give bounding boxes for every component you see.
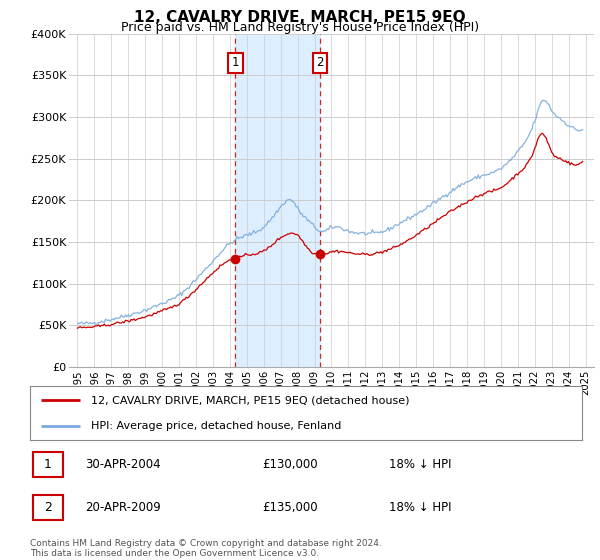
Text: 12, CAVALRY DRIVE, MARCH, PE15 9EQ (detached house): 12, CAVALRY DRIVE, MARCH, PE15 9EQ (deta… xyxy=(91,395,409,405)
Text: 1: 1 xyxy=(232,56,239,69)
Text: 18% ↓ HPI: 18% ↓ HPI xyxy=(389,458,451,471)
Text: 12, CAVALRY DRIVE, MARCH, PE15 9EQ: 12, CAVALRY DRIVE, MARCH, PE15 9EQ xyxy=(134,10,466,25)
Text: Contains HM Land Registry data © Crown copyright and database right 2024.
This d: Contains HM Land Registry data © Crown c… xyxy=(30,539,382,558)
Text: £135,000: £135,000 xyxy=(262,501,317,514)
Bar xyxy=(235,34,320,367)
Text: 18% ↓ HPI: 18% ↓ HPI xyxy=(389,501,451,514)
Text: HPI: Average price, detached house, Fenland: HPI: Average price, detached house, Fenl… xyxy=(91,421,341,431)
Text: Price paid vs. HM Land Registry's House Price Index (HPI): Price paid vs. HM Land Registry's House … xyxy=(121,21,479,34)
Text: 2: 2 xyxy=(316,56,323,69)
Text: 20-APR-2009: 20-APR-2009 xyxy=(85,501,161,514)
Text: 1: 1 xyxy=(44,458,52,471)
Text: 2: 2 xyxy=(44,501,52,514)
Text: £130,000: £130,000 xyxy=(262,458,317,471)
Text: 30-APR-2004: 30-APR-2004 xyxy=(85,458,161,471)
